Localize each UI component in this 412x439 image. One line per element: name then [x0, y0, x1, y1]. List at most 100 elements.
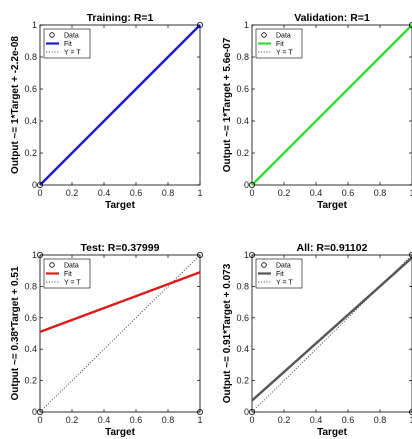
- data-point: [196, 251, 203, 258]
- fit-line: [39, 24, 201, 186]
- y-tick-label: 0.6: [24, 313, 37, 323]
- x-tick-label: 0.6: [130, 188, 143, 198]
- x-tick-label: 0.8: [162, 415, 175, 425]
- x-tick-label: 0: [37, 188, 42, 198]
- x-tick-label: 0.2: [66, 188, 79, 198]
- x-tick-label: 1: [409, 188, 412, 198]
- x-tick-label: 0: [249, 415, 254, 425]
- legend-identity-label: Y = T: [64, 280, 81, 287]
- y-tick-label: 0.4: [24, 344, 37, 354]
- legend-fit-label: Fit: [276, 271, 284, 278]
- x-tick-label: 0: [249, 188, 254, 198]
- legend-data-label: Data: [64, 263, 79, 270]
- x-tick-label: 0.4: [310, 188, 323, 198]
- x-tick-label: 0.2: [278, 188, 291, 198]
- legend-data-marker: [261, 262, 267, 268]
- y-tick-label: 0.6: [24, 84, 37, 94]
- x-tick-label: 1: [409, 415, 412, 425]
- legend-fit-label: Fit: [64, 271, 72, 278]
- chart-title: Validation: R=1: [294, 12, 370, 24]
- legend-data-marker: [49, 262, 55, 268]
- fit-line: [251, 24, 412, 186]
- y-tick-label: 0.8: [24, 52, 37, 62]
- x-tick-label: 0.4: [310, 415, 323, 425]
- y-tick-label: 0.2: [24, 376, 37, 386]
- x-tick-label: 0.2: [278, 415, 291, 425]
- y-tick-label: 0.4: [236, 344, 249, 354]
- identity-line: [251, 254, 412, 413]
- x-tick-label: 1: [197, 188, 202, 198]
- data-point: [37, 181, 44, 188]
- y-tick-label: 0.2: [236, 148, 249, 158]
- y-tick-label: 1: [32, 20, 37, 30]
- x-tick-label: 0.6: [342, 188, 355, 198]
- y-tick-label: 0: [32, 180, 37, 190]
- y-axis-label: Output ~= 1*Target + 5.6e-07: [222, 37, 233, 172]
- y-axis-label: Output ~= 0.38*Target + 0.51: [10, 266, 21, 400]
- y-axis-label: Output ~= 0.91*Target + 0.073: [222, 263, 233, 403]
- y-tick-label: 0.4: [236, 116, 249, 126]
- y-tick-label: 1: [244, 20, 249, 30]
- data-point: [37, 251, 44, 258]
- legend-identity-label: Y = T: [276, 50, 293, 57]
- data-point: [248, 408, 255, 415]
- y-tick-label: 0.8: [236, 52, 249, 62]
- legend-identity-label: Y = T: [276, 280, 293, 287]
- y-tick-label: 0.6: [236, 84, 249, 94]
- legend-data-marker: [261, 32, 267, 38]
- fit-line: [39, 271, 201, 334]
- data-point: [248, 251, 255, 258]
- x-tick-label: 0.6: [342, 415, 355, 425]
- chart-title: Test: R=0.37999: [81, 242, 160, 254]
- y-tick-label: 1: [32, 250, 37, 260]
- y-tick-label: 0: [32, 407, 37, 417]
- data-point: [196, 21, 203, 28]
- y-tick-label: 0.2: [236, 376, 249, 386]
- y-tick-label: 1: [244, 250, 249, 260]
- legend-data-label: Data: [64, 33, 79, 40]
- y-tick-label: 0.2: [24, 148, 37, 158]
- y-tick-label: 0.6: [236, 313, 249, 323]
- data-point: [37, 408, 44, 415]
- chart-title: All: R=0.91102: [297, 242, 368, 254]
- legend-data-marker: [49, 32, 55, 38]
- y-tick-label: 0: [244, 180, 249, 190]
- x-tick-label: 0.8: [374, 415, 387, 425]
- y-axis-label: Output ~= 1*Target + -2.2e-08: [10, 36, 21, 174]
- legend-data-label: Data: [276, 263, 291, 270]
- x-axis-label: Target: [317, 427, 347, 438]
- x-tick-label: 0.6: [130, 415, 143, 425]
- data-point: [248, 181, 255, 188]
- y-tick-label: 0.8: [236, 281, 249, 291]
- legend-data-label: Data: [276, 33, 291, 40]
- x-tick-label: 0.2: [66, 415, 79, 425]
- legend-fit-label: Fit: [276, 41, 284, 48]
- fit-line: [251, 256, 412, 402]
- x-tick-label: 0.4: [98, 415, 111, 425]
- data-point: [196, 408, 203, 415]
- y-tick-label: 0.8: [24, 281, 37, 291]
- identity-line: [39, 254, 201, 413]
- x-tick-label: 1: [197, 415, 202, 425]
- x-tick-label: 0.8: [374, 188, 387, 198]
- legend-fit-label: Fit: [64, 41, 72, 48]
- chart-title: Training: R=1: [87, 12, 154, 24]
- x-axis-label: Target: [105, 427, 135, 438]
- x-axis-label: Target: [105, 200, 135, 211]
- x-tick-label: 0.4: [98, 188, 111, 198]
- y-tick-label: 0: [244, 407, 249, 417]
- legend-identity-label: Y = T: [64, 50, 81, 57]
- x-tick-label: 0.8: [162, 188, 175, 198]
- x-tick-label: 0: [37, 415, 42, 425]
- x-axis-label: Target: [317, 200, 347, 211]
- y-tick-label: 0.4: [24, 116, 37, 126]
